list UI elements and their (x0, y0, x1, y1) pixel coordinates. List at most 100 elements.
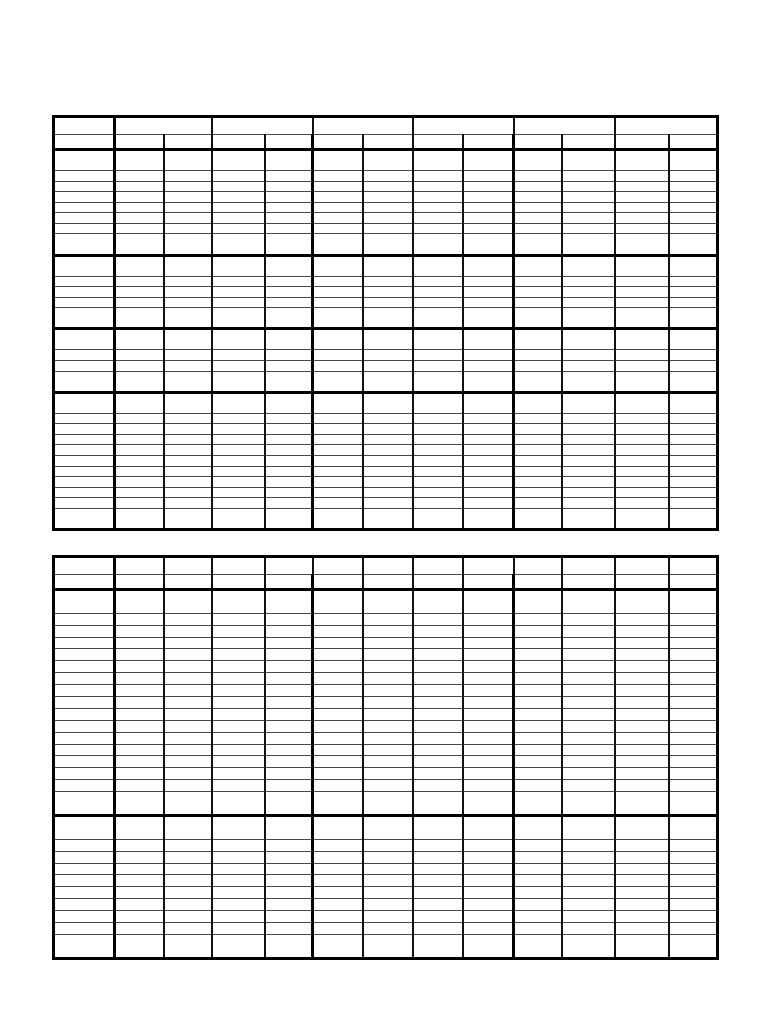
grid-cell (113, 275, 164, 287)
yellow-highlight-cell (311, 349, 363, 361)
grid-cell (311, 497, 363, 509)
grid-cell (210, 755, 265, 768)
grid-cell (263, 507, 313, 530)
yellow-highlight-cell (162, 497, 212, 509)
header-banner-segment (311, 116, 413, 135)
yellow-highlight-cell (113, 672, 164, 685)
grid-cell (311, 850, 363, 864)
yellow-highlight-cell (361, 465, 413, 477)
row-label-cell (52, 660, 115, 673)
grid-cell (113, 222, 164, 234)
grid-cell (512, 327, 562, 350)
yellow-highlight-cell (560, 349, 615, 361)
yellow-highlight-cell (512, 813, 562, 840)
grid-cell (113, 813, 164, 840)
grid-cell (667, 648, 718, 661)
grid-cell (512, 170, 562, 182)
yellow-highlight-cell (210, 874, 265, 887)
grid-cell (613, 307, 669, 329)
grid-cell (162, 755, 212, 768)
grid-cell (560, 275, 615, 287)
grid-cell (613, 191, 669, 203)
row-label-cell (52, 253, 115, 277)
grid-cell (113, 201, 164, 213)
grid-row (52, 791, 718, 816)
grid-cell (113, 684, 164, 697)
yellow-highlight-cell (113, 370, 164, 393)
yellow-highlight-cell (361, 636, 413, 649)
grid-cell (263, 624, 313, 638)
grid-cell (113, 191, 164, 203)
grid-cell (411, 719, 463, 733)
yellow-highlight-cell (311, 360, 363, 372)
row-label-cell (52, 850, 115, 864)
grid-cell (560, 767, 615, 780)
grid-cell (361, 731, 413, 745)
grid-cell (113, 486, 164, 498)
yellow-highlight-cell (512, 433, 562, 445)
grid-cell (411, 589, 463, 614)
grid-cell (263, 201, 313, 213)
yellow-highlight-cell (361, 719, 413, 733)
yellow-highlight-cell (210, 707, 265, 721)
grid-cell (512, 390, 562, 414)
grid-cell (512, 696, 562, 709)
grid-cell (263, 731, 313, 745)
yellow-highlight-cell (263, 672, 313, 685)
grid-cell (411, 307, 463, 329)
yellow-highlight-cell (461, 370, 514, 393)
grid-cell (461, 684, 514, 697)
grid-cell (667, 433, 718, 445)
yellow-highlight-cell (311, 423, 363, 435)
grid-cell (461, 648, 514, 661)
grid-cell (263, 296, 313, 308)
grid-cell (613, 253, 669, 277)
yellow-highlight-cell (311, 212, 363, 224)
grid-cell (162, 898, 212, 911)
grid-cell (613, 507, 669, 530)
grid-cell (512, 850, 562, 864)
row-label-cell (52, 486, 115, 498)
row-label-cell (52, 507, 115, 530)
grid-cell (613, 767, 669, 780)
grid-cell (263, 275, 313, 287)
grid-row (52, 813, 718, 840)
yellow-highlight-cell (512, 791, 562, 816)
grid-row (52, 672, 718, 685)
grid-cell (162, 696, 212, 709)
grid-cell (263, 589, 313, 614)
row-label-cell (52, 433, 115, 445)
row-label-cell (52, 212, 115, 224)
yellow-highlight-cell (361, 327, 413, 350)
header-banner-segment (613, 556, 669, 575)
yellow-highlight-cell (263, 910, 313, 923)
grid-cell (263, 743, 313, 756)
grid-cell (113, 898, 164, 911)
grid-cell (263, 191, 313, 203)
header-column-cell (512, 574, 562, 591)
row-label-cell (52, 360, 115, 372)
yellow-highlight-cell (162, 454, 212, 467)
grid-cell (113, 212, 164, 224)
yellow-highlight-cell (361, 253, 413, 277)
yellow-highlight-cell (210, 719, 265, 733)
grid-cell (512, 476, 562, 488)
yellow-highlight-cell (263, 486, 313, 498)
grid-cell (162, 170, 212, 182)
header-column-cell (613, 574, 669, 591)
yellow-highlight-cell (461, 813, 514, 840)
grid-cell (667, 933, 718, 959)
yellow-highlight-cell (263, 636, 313, 649)
grid-cell (560, 370, 615, 393)
yellow-highlight-cell (560, 212, 615, 224)
grid-cell (411, 275, 463, 287)
grid-cell (613, 390, 669, 414)
grid-cell (560, 465, 615, 477)
grid-cell (560, 850, 615, 864)
grid-cell (113, 170, 164, 182)
grid-cell (113, 412, 164, 424)
grid-cell (613, 497, 669, 509)
grid-cell (613, 296, 669, 308)
grid-cell (667, 624, 718, 638)
yellow-highlight-cell (210, 497, 265, 509)
